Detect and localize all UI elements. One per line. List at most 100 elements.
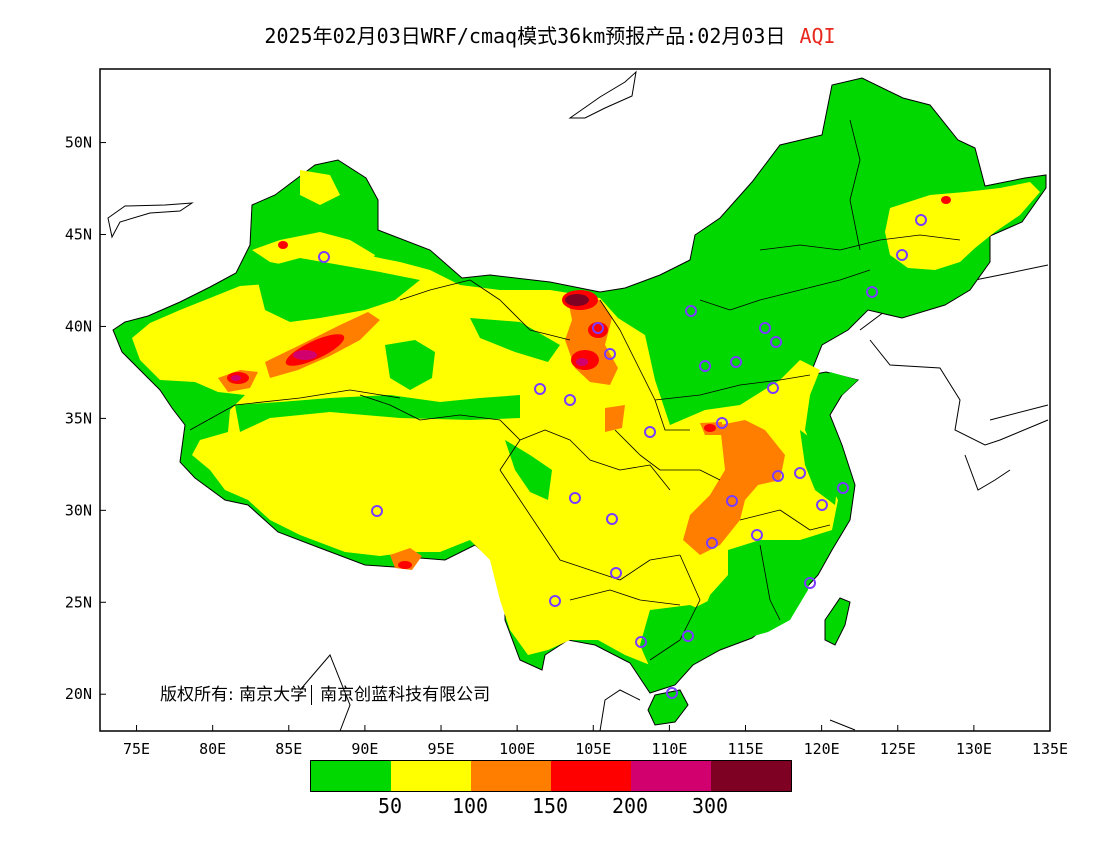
station-marker [759, 322, 771, 334]
station-marker [569, 492, 581, 504]
taiwan-island [824, 597, 851, 646]
copyright-org-nju: 南京大学 [239, 685, 308, 705]
copyright-prefix: 版权所有: [160, 685, 234, 705]
legend-swatch [391, 761, 471, 791]
legend-swatch [551, 761, 631, 791]
map-content [107, 70, 1049, 731]
station-marker [837, 482, 849, 494]
zone-orange-tibet-south [390, 548, 422, 570]
pocket-hengduan [505, 440, 552, 500]
station-marker [371, 505, 383, 517]
legend-swatch [471, 761, 551, 791]
province-boundaries [189, 119, 961, 661]
station-marker [730, 356, 742, 368]
y-tick-label: 35N [65, 409, 92, 427]
station-marker [751, 529, 763, 541]
zone-orange-central [683, 420, 785, 555]
x-tick-label: 135E [1032, 740, 1068, 758]
station-marker [682, 630, 694, 642]
station-marker [772, 470, 784, 482]
station-marker [770, 336, 782, 348]
y-tick-label: 50N [65, 134, 92, 152]
x-axis: 75E 80E 85E 90E 95E 100E 105E 110E 115E 120E 125E 1… [123, 725, 1068, 758]
zone-orange-weihe [605, 405, 625, 432]
legend-swatch [631, 761, 711, 791]
station-marker [635, 636, 647, 648]
indochina-coast [299, 654, 856, 731]
x-tick-label: 95E [427, 740, 454, 758]
pocket-tianshan [255, 258, 420, 322]
station-marker [915, 214, 927, 226]
station-marker [896, 249, 908, 261]
zone-purple-kashgar [231, 375, 241, 381]
y-tick-label: 45N [65, 226, 92, 244]
zone-red-junggar [278, 241, 288, 249]
station-marker [606, 513, 618, 525]
copyright-separator [311, 685, 313, 705]
station-marker [592, 322, 604, 334]
x-tick-label: 80E [199, 740, 226, 758]
aqi-good-pockets [235, 258, 858, 672]
pocket-qinghai [470, 318, 560, 362]
station-marker [767, 382, 779, 394]
station-marker [534, 383, 546, 395]
station-marker [549, 595, 561, 607]
x-tick-label: 115E [727, 740, 763, 758]
zone-purple-taklamakan [293, 350, 317, 360]
station-marker [804, 577, 816, 589]
legend-label: 300 [691, 794, 729, 818]
y-tick-label: 20N [65, 685, 92, 703]
kazakh-lake [107, 202, 194, 239]
station-marker [610, 567, 622, 579]
title-main: 2025年02月03日WRF/cmaq模式36km预报产品:02月03日 [264, 24, 786, 48]
station-marker [716, 417, 728, 429]
x-tick-label: 125E [880, 740, 916, 758]
station-marker [699, 360, 711, 372]
region-moderate-xinjiang-north [300, 170, 340, 205]
map-frame [99, 68, 1051, 732]
pocket-kunlun [235, 395, 520, 432]
zone-red-northeast [941, 196, 951, 204]
legend-label: 150 [531, 794, 569, 818]
station-marker [706, 537, 718, 549]
zone-red-tibet [398, 561, 412, 569]
station-marker [666, 687, 678, 699]
legend-label: 50 [377, 794, 403, 818]
x-tick-label: 85E [275, 740, 302, 758]
x-tick-label: 90E [351, 740, 378, 758]
zone-red-hohhot [588, 322, 608, 338]
x-tick-label: 100E [499, 740, 535, 758]
region-moderate-northeast [885, 182, 1040, 270]
hainan-island [647, 689, 689, 726]
station-marker [794, 467, 806, 479]
copyright-notice: 版权所有: 南京大学 南京创蓝科技有限公司 [160, 680, 490, 705]
station-marker [564, 394, 576, 406]
station-markers [318, 214, 927, 699]
x-tick-label: 105E [575, 740, 611, 758]
russia-coast [568, 70, 637, 119]
map-title: 2025年02月03日WRF/cmaq模式36km预报产品:02月03日 AQI [0, 20, 1100, 49]
station-marker [604, 348, 616, 360]
aqi-legend [310, 760, 792, 792]
x-tick-label: 120E [804, 740, 840, 758]
legend-swatch [711, 761, 791, 791]
legend-label: 200 [611, 794, 649, 818]
station-marker [318, 251, 330, 263]
pocket-qaidam [385, 340, 435, 390]
station-marker [644, 426, 656, 438]
x-tick-label: 130E [956, 740, 992, 758]
station-marker [866, 286, 878, 298]
title-variable: AQI [799, 24, 836, 48]
station-marker [685, 305, 697, 317]
x-tick-label: 75E [123, 740, 150, 758]
y-tick-label: 30N [65, 501, 92, 519]
y-tick-label: 25N [65, 593, 92, 611]
y-tick-label: 40N [65, 317, 92, 335]
x-tick-label: 110E [651, 740, 687, 758]
y-axis: 50N 45N 40N 35N 30N 25N 20N [65, 134, 106, 703]
legend-swatch [311, 761, 391, 791]
zone-red-hubei [704, 424, 716, 432]
pocket-shandong [825, 372, 858, 395]
legend-label: 100 [451, 794, 489, 818]
